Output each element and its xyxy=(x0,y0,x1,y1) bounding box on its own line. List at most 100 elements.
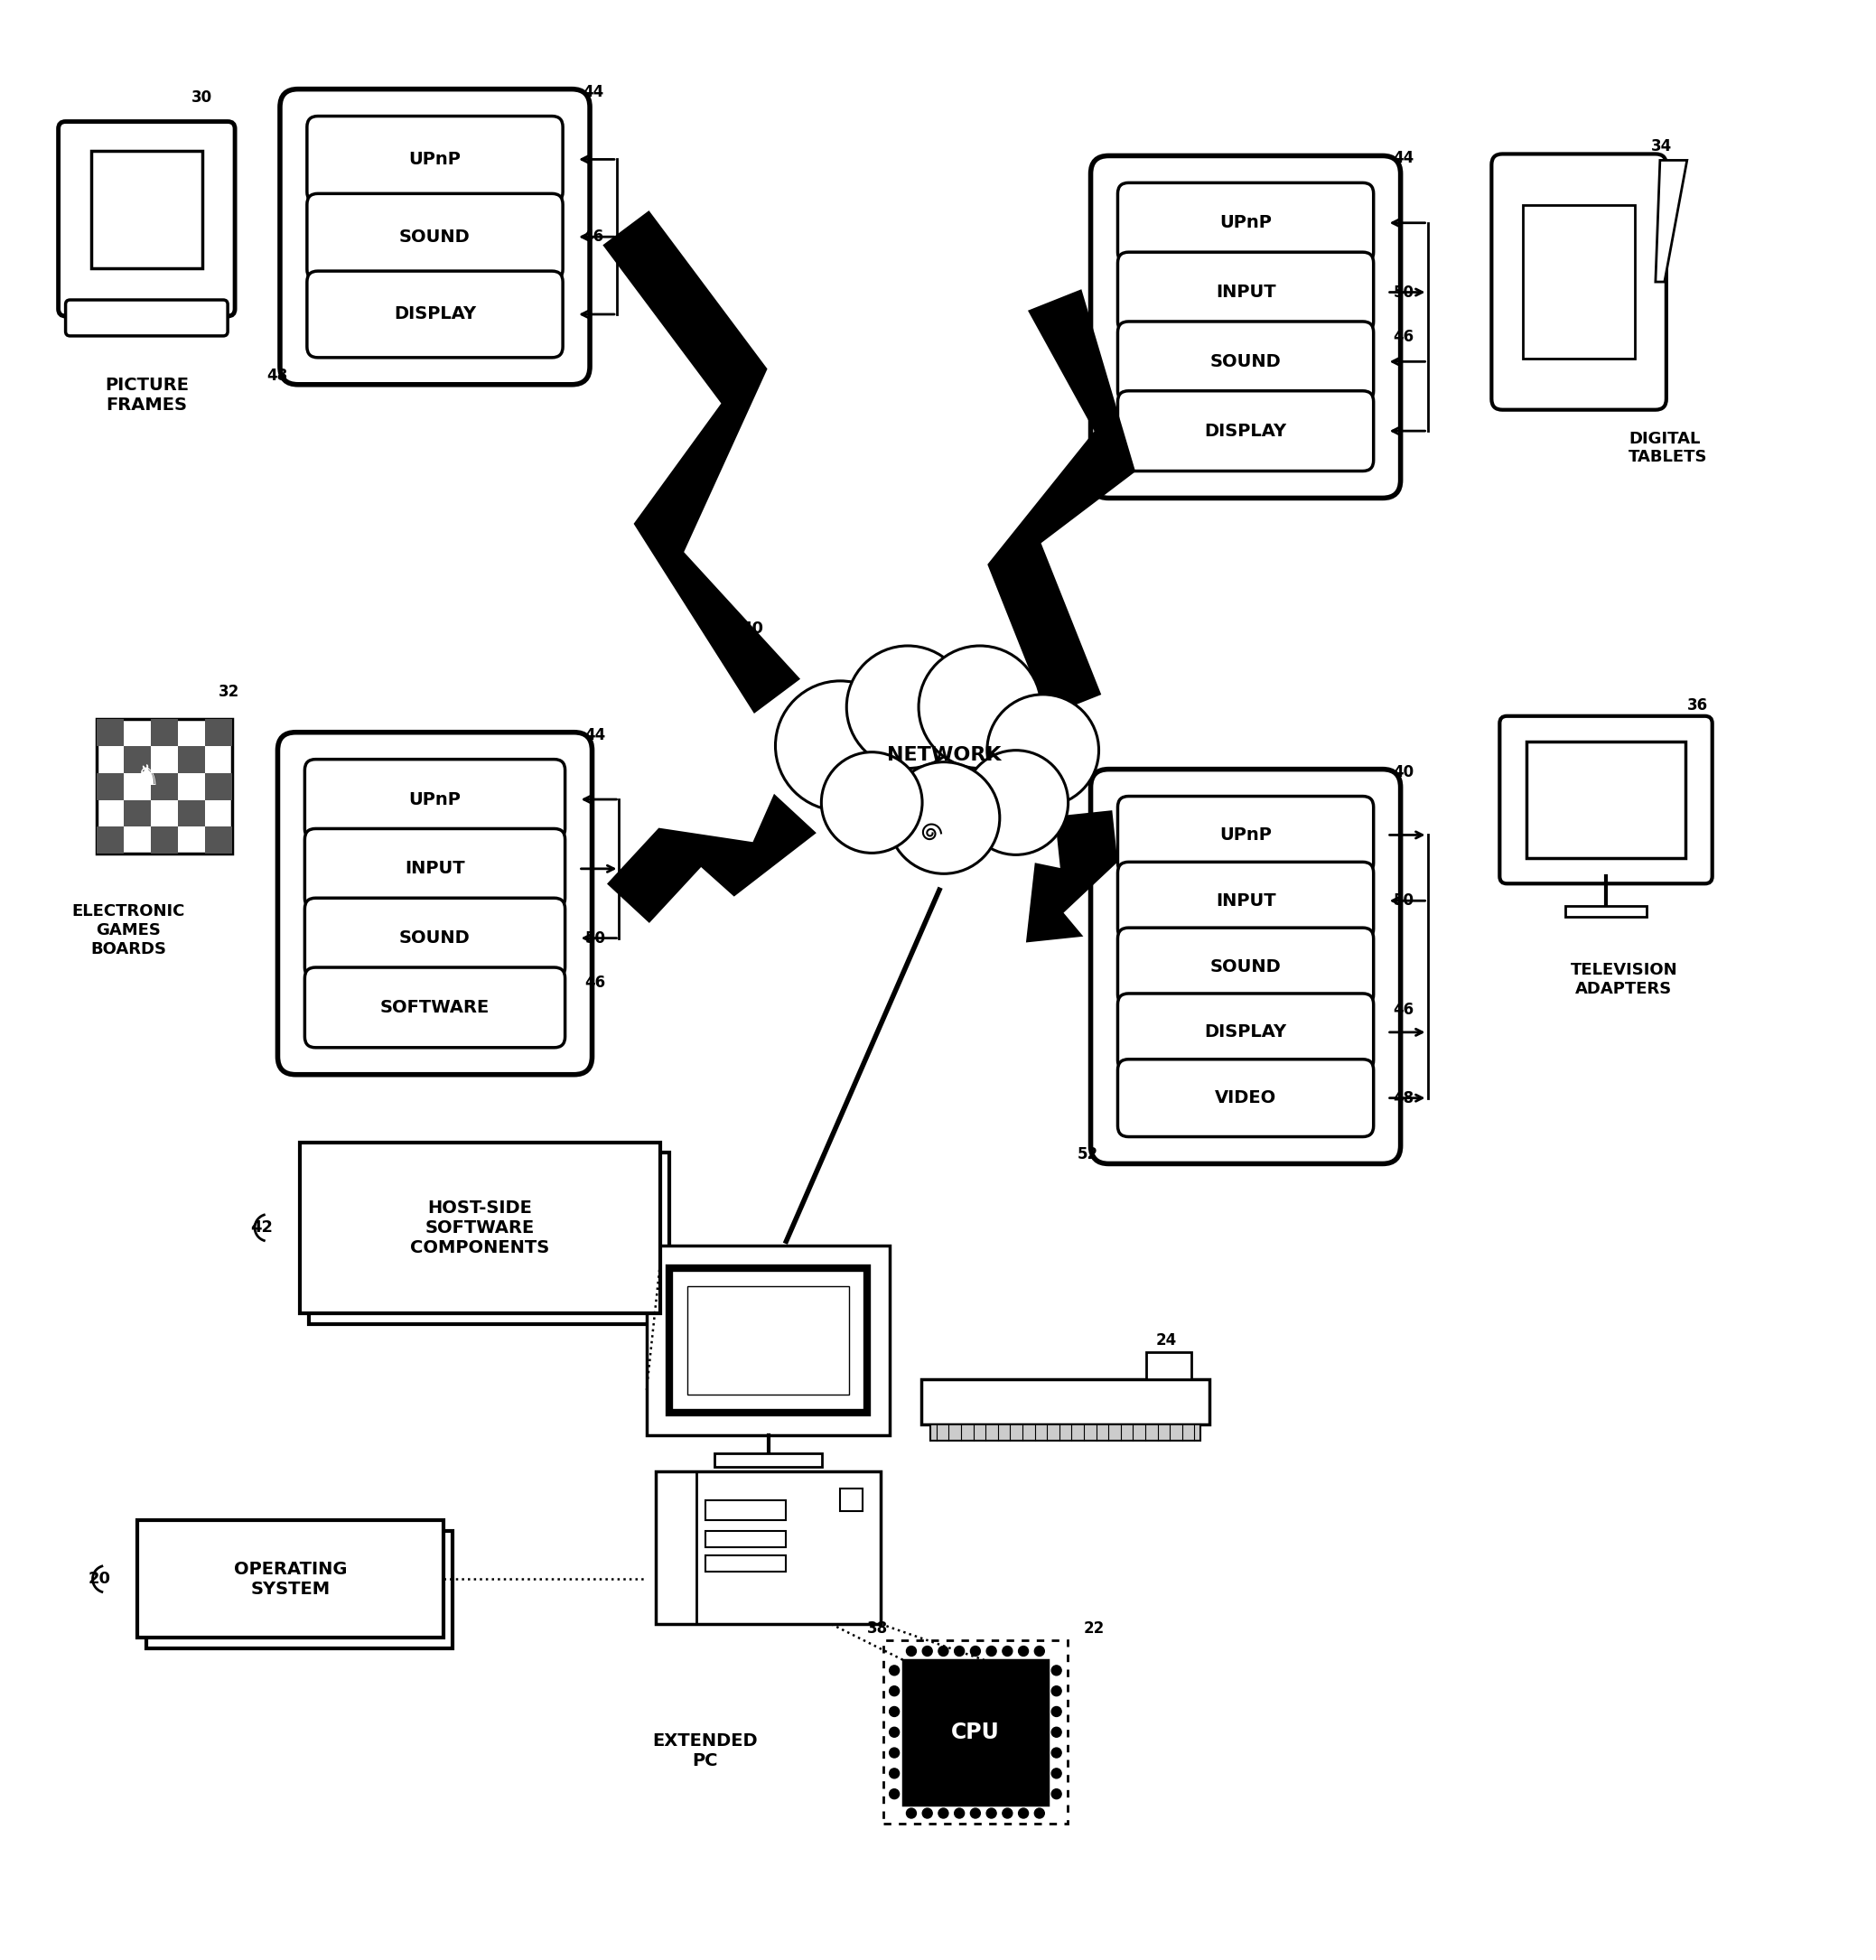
Circle shape xyxy=(987,694,1099,806)
FancyBboxPatch shape xyxy=(278,733,593,1074)
Bar xyxy=(300,1143,660,1313)
Bar xyxy=(840,1490,863,1511)
Text: 44: 44 xyxy=(1394,151,1415,167)
Text: 34: 34 xyxy=(1651,139,1672,155)
Circle shape xyxy=(1002,1646,1013,1656)
Text: 44: 44 xyxy=(583,84,604,100)
Text: 30: 30 xyxy=(191,88,212,106)
Text: 38: 38 xyxy=(867,1621,887,1637)
Bar xyxy=(204,827,233,855)
Text: 32: 32 xyxy=(219,684,240,700)
Circle shape xyxy=(889,1768,899,1778)
Text: 46: 46 xyxy=(585,974,606,992)
Bar xyxy=(137,1521,445,1639)
Text: 48: 48 xyxy=(1077,480,1097,498)
Circle shape xyxy=(889,1666,899,1676)
Bar xyxy=(1146,1352,1191,1380)
Text: 46: 46 xyxy=(1394,1002,1415,1017)
Text: 48: 48 xyxy=(1394,1090,1415,1105)
Circle shape xyxy=(1052,1686,1062,1695)
Text: DISPLAY: DISPLAY xyxy=(1204,1023,1287,1041)
Bar xyxy=(687,1286,850,1394)
Text: 42: 42 xyxy=(250,1219,272,1237)
Text: ELECTRONIC
GAMES
BOARDS: ELECTRONIC GAMES BOARDS xyxy=(71,904,186,956)
Bar xyxy=(705,1531,786,1548)
Bar xyxy=(1565,906,1647,917)
Text: CPU: CPU xyxy=(951,1721,1000,1742)
Text: 40: 40 xyxy=(1394,764,1415,780)
Circle shape xyxy=(987,1646,996,1656)
FancyBboxPatch shape xyxy=(1118,253,1373,333)
Bar xyxy=(146,1531,452,1648)
Bar xyxy=(921,1380,1210,1425)
FancyBboxPatch shape xyxy=(1090,768,1401,1164)
Text: 46: 46 xyxy=(583,229,604,245)
Text: INPUT: INPUT xyxy=(405,860,465,878)
Circle shape xyxy=(846,645,970,768)
FancyBboxPatch shape xyxy=(1118,390,1373,470)
Circle shape xyxy=(919,645,1041,768)
Text: UPnP: UPnP xyxy=(409,151,461,169)
Bar xyxy=(124,800,152,827)
Circle shape xyxy=(1052,1727,1062,1737)
Circle shape xyxy=(970,1809,981,1819)
Circle shape xyxy=(1019,1809,1028,1819)
FancyBboxPatch shape xyxy=(304,829,565,909)
Text: 48: 48 xyxy=(266,367,287,384)
Text: SOFTWARE: SOFTWARE xyxy=(381,1000,490,1015)
Circle shape xyxy=(889,1686,899,1695)
FancyBboxPatch shape xyxy=(308,116,563,202)
Bar xyxy=(670,1268,867,1413)
FancyBboxPatch shape xyxy=(1118,994,1373,1070)
Circle shape xyxy=(889,1707,899,1717)
Circle shape xyxy=(1052,1748,1062,1758)
Bar xyxy=(647,1247,889,1435)
Text: VIDEO: VIDEO xyxy=(1216,1090,1276,1107)
Text: 20: 20 xyxy=(88,1570,111,1588)
Bar xyxy=(655,1470,882,1625)
Circle shape xyxy=(970,1646,981,1656)
FancyBboxPatch shape xyxy=(280,88,589,384)
Circle shape xyxy=(889,1789,899,1799)
Polygon shape xyxy=(1655,161,1687,282)
Text: ♞: ♞ xyxy=(135,764,159,790)
Text: 22: 22 xyxy=(1084,1621,1105,1637)
Text: NETWORK: NETWORK xyxy=(887,745,1002,764)
Text: DISPLAY: DISPLAY xyxy=(1204,421,1287,439)
Text: 50: 50 xyxy=(1394,892,1415,909)
Circle shape xyxy=(906,1809,915,1819)
Circle shape xyxy=(938,1809,947,1819)
FancyBboxPatch shape xyxy=(1118,321,1373,402)
Bar xyxy=(715,1452,822,1466)
Circle shape xyxy=(987,1809,996,1819)
Circle shape xyxy=(1052,1789,1062,1799)
Circle shape xyxy=(964,751,1067,855)
Text: 44: 44 xyxy=(585,727,606,743)
Circle shape xyxy=(1052,1707,1062,1717)
FancyBboxPatch shape xyxy=(308,194,563,280)
Bar xyxy=(98,772,124,800)
Circle shape xyxy=(1034,1809,1045,1819)
Text: 52: 52 xyxy=(1077,1147,1097,1162)
Text: SOUND: SOUND xyxy=(400,227,471,245)
Circle shape xyxy=(1002,1809,1013,1819)
FancyBboxPatch shape xyxy=(304,898,565,978)
Text: HOST-SIDE
SOFTWARE
COMPONENTS: HOST-SIDE SOFTWARE COMPONENTS xyxy=(411,1200,550,1256)
Text: SOUND: SOUND xyxy=(1210,353,1281,370)
Text: SOUND: SOUND xyxy=(1210,958,1281,974)
Bar xyxy=(178,800,204,827)
Circle shape xyxy=(955,1809,964,1819)
Bar xyxy=(90,151,203,269)
Bar xyxy=(1527,741,1685,858)
Bar xyxy=(124,747,152,772)
FancyBboxPatch shape xyxy=(1118,1058,1373,1137)
Bar xyxy=(152,719,178,747)
Circle shape xyxy=(822,753,923,853)
Bar xyxy=(884,1641,1067,1825)
Bar xyxy=(204,719,233,747)
Text: TELEVISION
ADAPTERS: TELEVISION ADAPTERS xyxy=(1570,962,1677,998)
Circle shape xyxy=(889,1748,899,1758)
Polygon shape xyxy=(602,210,801,713)
FancyBboxPatch shape xyxy=(66,300,227,335)
Bar xyxy=(904,1660,1047,1805)
